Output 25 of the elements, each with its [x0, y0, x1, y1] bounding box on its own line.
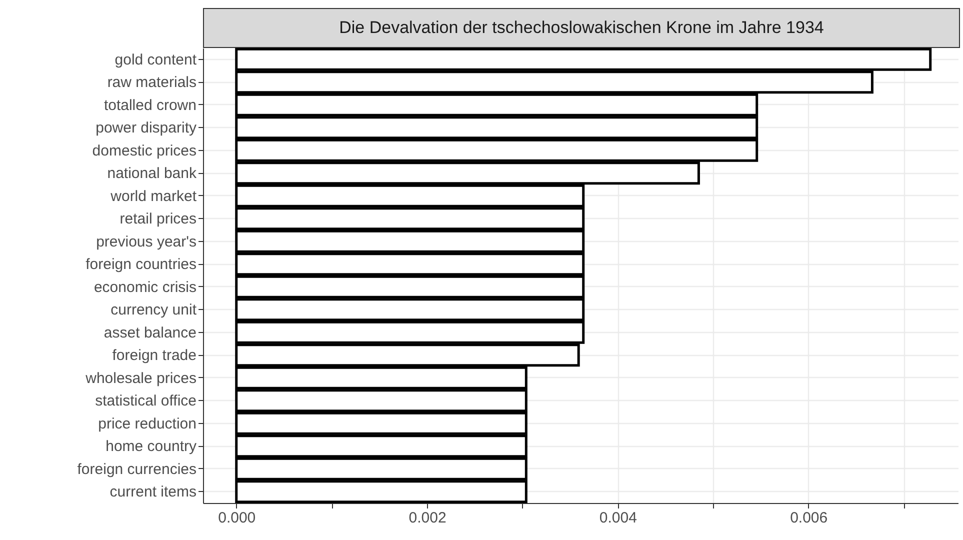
y-tick-label: power disparity	[96, 120, 197, 137]
y-tick-label: asset balance	[104, 324, 196, 342]
x-tick-label: 0.000	[218, 510, 256, 526]
x-tick-label: 0.004	[599, 510, 637, 526]
y-tick-label: currency unit	[110, 302, 198, 319]
y-tick-label: gold content	[114, 51, 198, 68]
x-tick-label: 0.006	[790, 510, 828, 526]
y-tick-label: price reduction	[98, 415, 196, 432]
chart-title: Die Devalvation der tschechoslowakischen Krone im Jahre 1934	[203, 8, 960, 48]
y-tick-label: foreign currencies	[77, 460, 196, 478]
y-tick-label: economic crisis	[94, 278, 196, 296]
y-tick-label: home country	[106, 438, 197, 456]
y-tick-label: world market	[110, 188, 198, 205]
y-tick-label: retail prices	[120, 210, 196, 228]
y-tick-label: foreign trade	[112, 347, 196, 364]
y-tick-label: previous year's	[96, 233, 196, 250]
y-tick-label: raw materials	[107, 74, 196, 92]
y-tick-label: national bank	[107, 165, 197, 182]
y-tick-label: foreign countries	[86, 256, 196, 274]
y-tick-label: statistical office	[95, 392, 196, 410]
y-tick-label: totalled crown	[104, 96, 196, 114]
x-tick-label: 0.002	[408, 510, 446, 526]
y-tick-label: current items	[110, 484, 196, 501]
y-tick-label: wholesale prices	[84, 370, 196, 387]
y-tick-label: domestic prices	[92, 142, 196, 160]
